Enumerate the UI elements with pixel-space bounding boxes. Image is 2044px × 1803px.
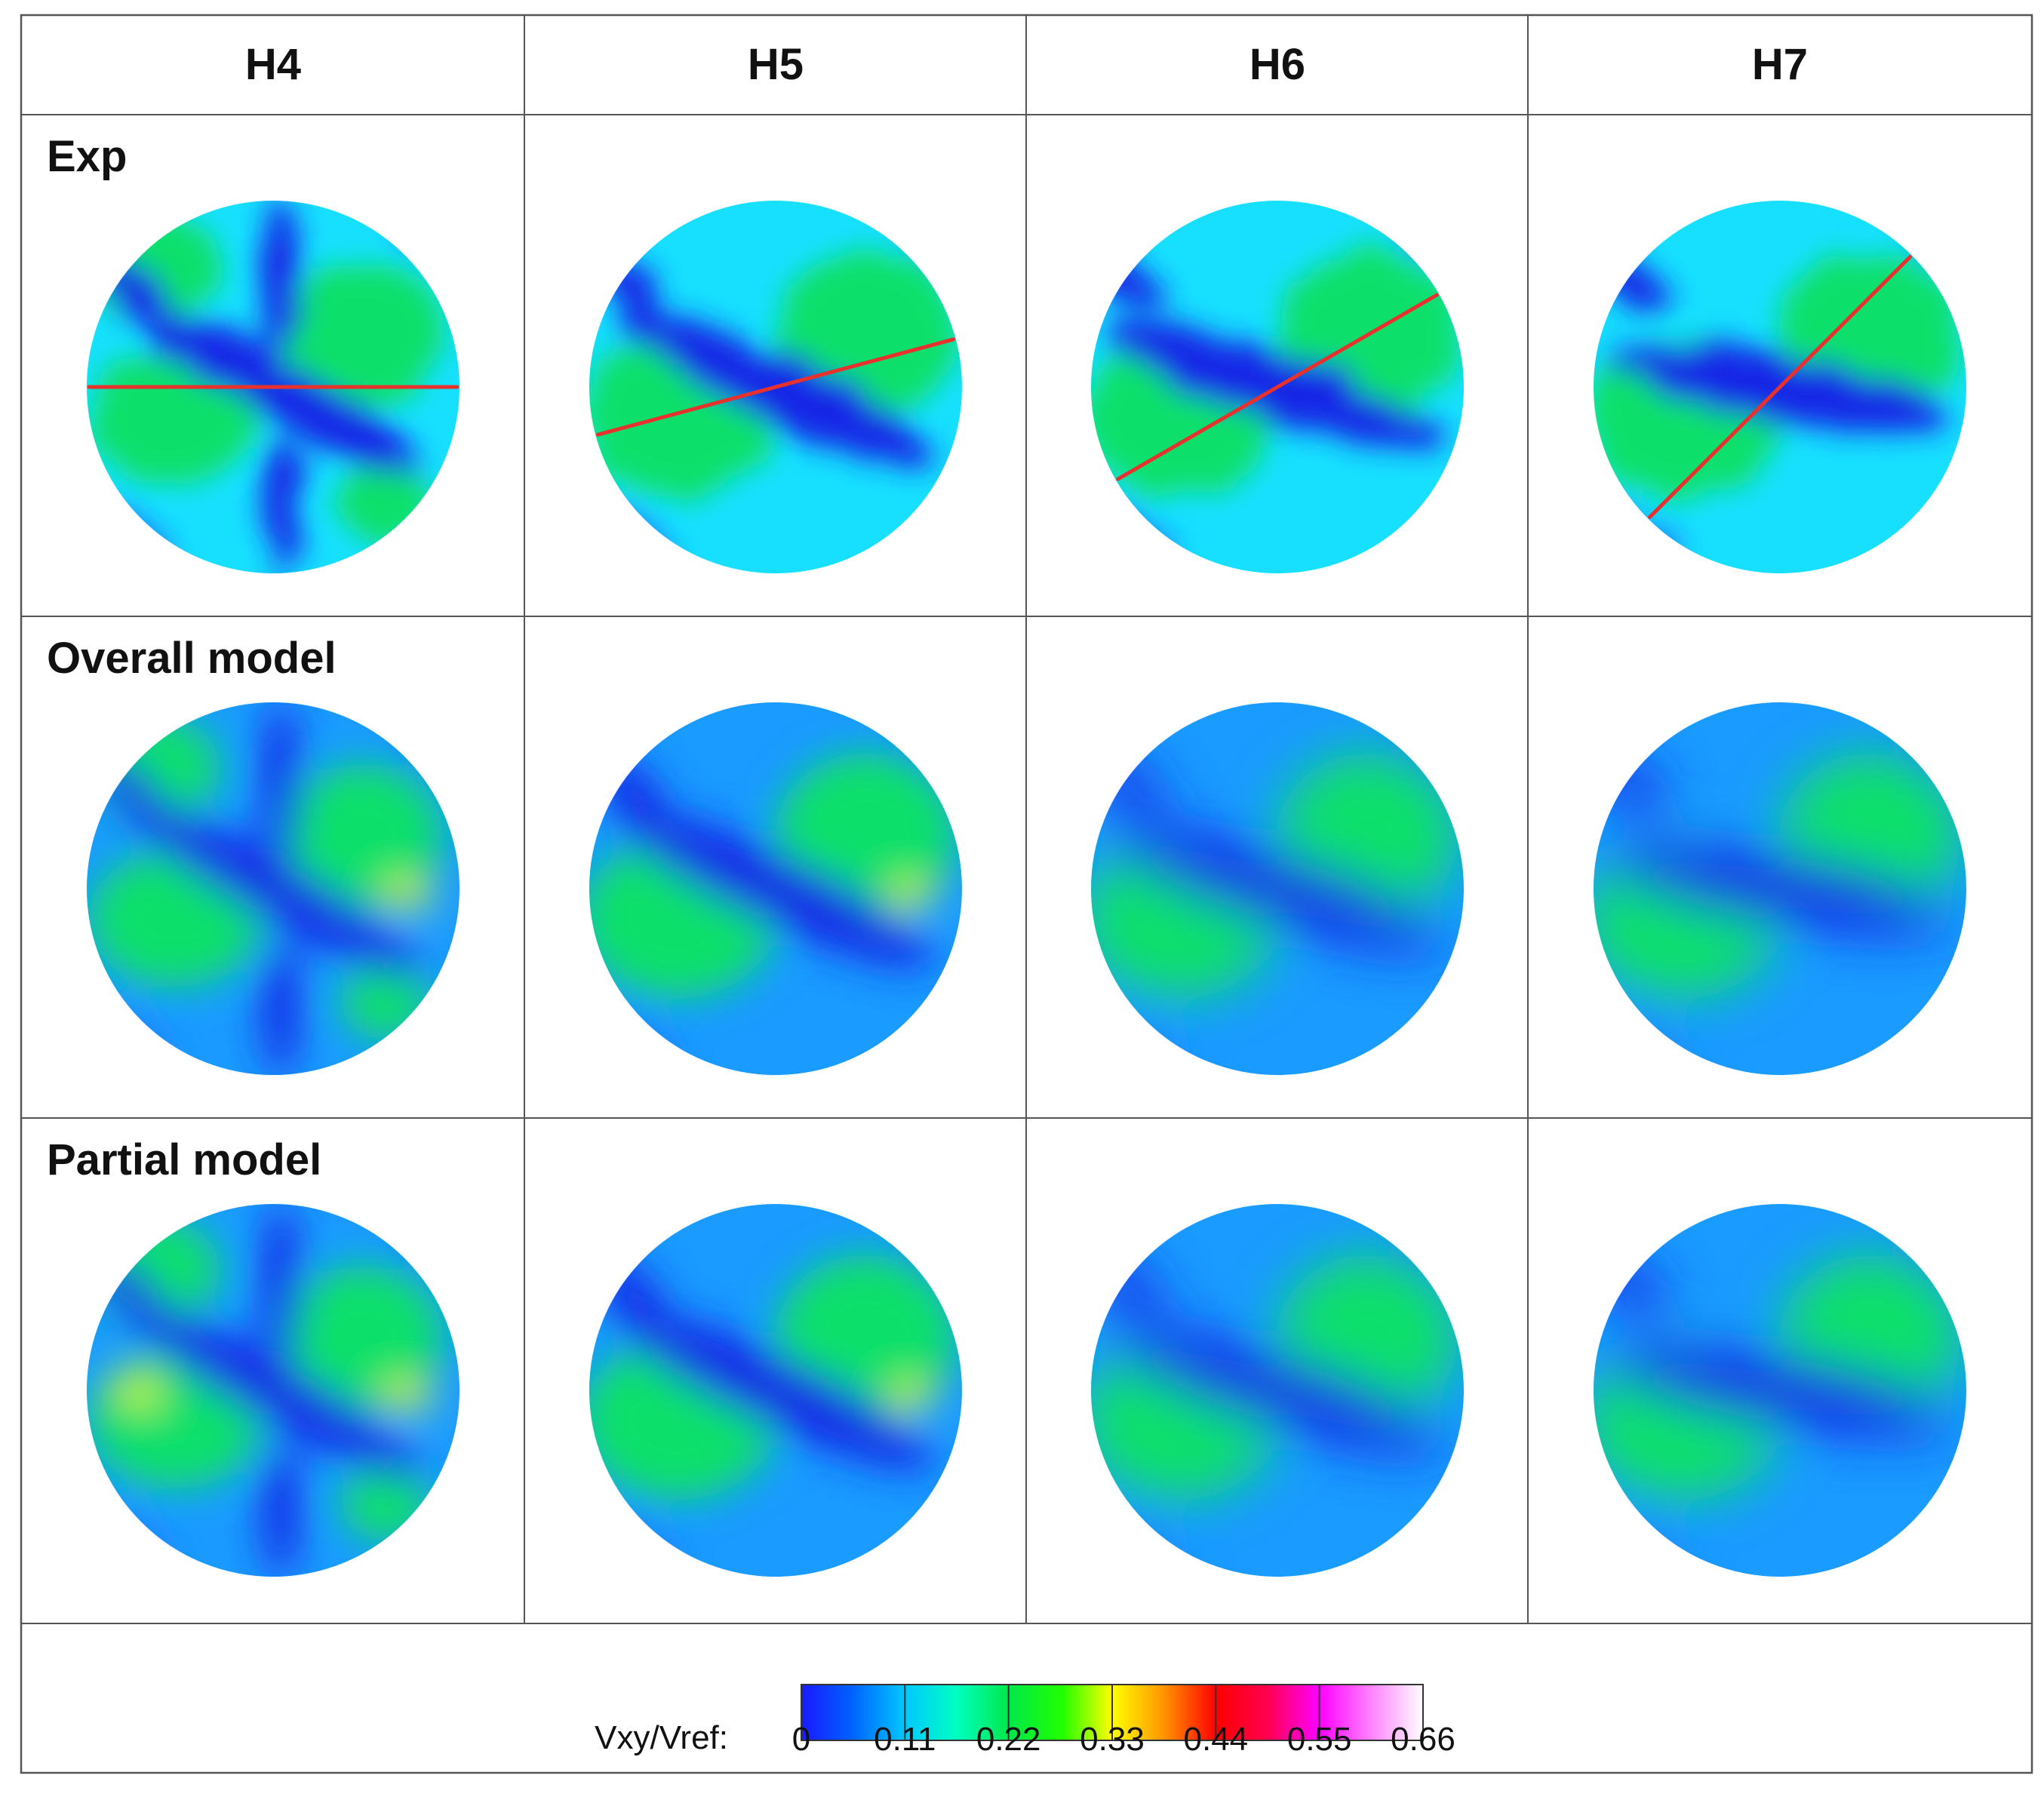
contour-disc-h6-exp	[1090, 200, 1465, 574]
profile-line-h7	[1647, 254, 1913, 520]
contour-disc-h4-exp	[86, 200, 460, 574]
contour-disc-h6-partial-model	[1090, 1203, 1465, 1577]
column-header-h5: H5	[748, 40, 804, 89]
row-label-overall-model: Overall model	[47, 634, 337, 683]
contour-disc-h5-partial-model	[589, 1203, 963, 1577]
contour-disc-h5-exp	[589, 200, 963, 574]
row-labels: Exp Overall model Partial model	[47, 132, 337, 1184]
table-grid	[21, 15, 2032, 1624]
colorbar-tick-label: 0.11	[874, 1721, 936, 1758]
row-label-partial-model: Partial model	[47, 1135, 321, 1184]
colorbar-label: Vxy/Vref:	[595, 1719, 728, 1756]
colorbar-tick-label: 0.22	[976, 1721, 1041, 1758]
contour-disc-h5-overall-model	[589, 702, 963, 1076]
column-headers: H4 H5 H6 H7	[245, 40, 1808, 89]
column-header-h6: H6	[1249, 40, 1305, 89]
colorbar: 0 0.11 0.22 0.33 0.44 0.55 0.66 Vxy/Vref:	[595, 1684, 1455, 1758]
contour-disc-h4-partial-model	[86, 1203, 460, 1577]
contour-disc-h4-overall-model	[86, 702, 460, 1076]
profile-line-h6	[1116, 293, 1439, 481]
colorbar-tick-label: 0	[792, 1721, 810, 1758]
contour-disc-h7-partial-model	[1593, 1203, 1967, 1577]
colorbar-tick-label: 0.44	[1184, 1721, 1249, 1758]
contour-disc-h6-overall-model	[1090, 702, 1465, 1076]
colorbar-tick-label: 0.33	[1080, 1721, 1145, 1758]
colorbar-ticks: 0 0.11 0.22 0.33 0.44 0.55 0.66	[792, 1685, 1455, 1758]
row-label-exp: Exp	[47, 132, 127, 181]
colorbar-tick-label: 0.55	[1287, 1721, 1352, 1758]
contour-disc-h7-overall-model	[1593, 702, 1967, 1076]
colorbar-tick-label: 0.66	[1391, 1721, 1455, 1758]
profile-line-h5	[595, 337, 956, 437]
column-header-h4: H4	[245, 40, 301, 89]
contour-plots	[86, 200, 1967, 1577]
column-header-h7: H7	[1752, 40, 1808, 89]
